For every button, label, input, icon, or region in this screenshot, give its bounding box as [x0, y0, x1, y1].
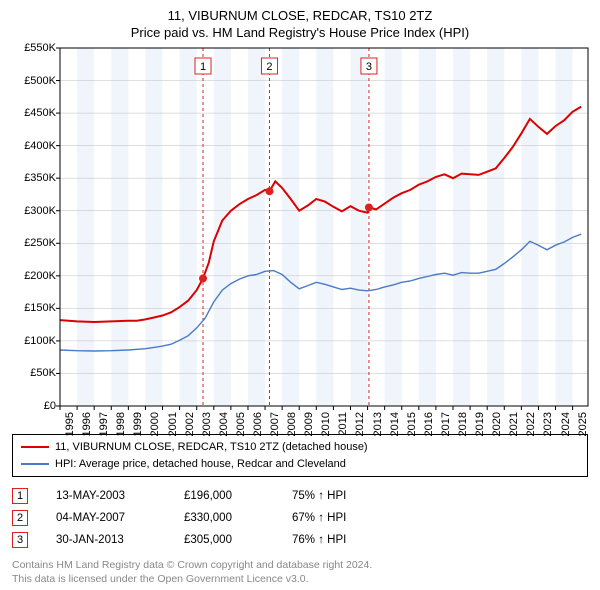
legend-swatch — [21, 446, 49, 448]
sale-pct: 76% ↑ HPI — [292, 534, 392, 546]
svg-text:1: 1 — [200, 61, 206, 73]
svg-text:2: 2 — [266, 61, 272, 73]
x-tick-label: 2019 — [474, 412, 490, 436]
legend: 11, VIBURNUM CLOSE, REDCAR, TS10 2TZ (de… — [12, 434, 588, 477]
x-tick-label: 2013 — [372, 412, 388, 436]
x-tick-label: 2016 — [423, 412, 439, 436]
sale-pct: 75% ↑ HPI — [292, 490, 392, 502]
legend-row: HPI: Average price, detached house, Redc… — [21, 456, 579, 473]
sale-row: 2 04-MAY-2007 £330,000 67% ↑ HPI — [12, 507, 588, 529]
y-tick-label: £50K — [12, 367, 56, 379]
x-tick-label: 1997 — [98, 412, 114, 436]
x-tick-label: 2002 — [184, 412, 200, 436]
x-tick-label: 2022 — [525, 412, 541, 436]
y-tick-label: £200K — [12, 270, 56, 282]
legend-label: HPI: Average price, detached house, Redc… — [55, 456, 346, 473]
x-tick-label: 2006 — [252, 412, 268, 436]
legend-row: 11, VIBURNUM CLOSE, REDCAR, TS10 2TZ (de… — [21, 439, 579, 456]
sale-marker: 1 — [12, 488, 28, 504]
y-tick-label: £250K — [12, 237, 56, 249]
legend-swatch — [21, 463, 49, 465]
sale-date: 13-MAY-2003 — [56, 490, 156, 502]
x-tick-label: 2012 — [354, 412, 370, 436]
y-tick-label: £100K — [12, 335, 56, 347]
sale-price: £330,000 — [184, 512, 264, 524]
x-tick-label: 2017 — [440, 412, 456, 436]
sale-marker: 3 — [12, 532, 28, 548]
x-tick-label: 2015 — [406, 412, 422, 436]
chart-area: £0 £50K £100K £150K £200K £250K £300K £350K £400… — [12, 48, 588, 428]
sale-pct: 67% ↑ HPI — [292, 512, 392, 524]
x-tick-label: 2025 — [577, 412, 593, 436]
footer-line2: This data is licensed under the Open Gov… — [12, 573, 588, 587]
x-tick-label: 2004 — [218, 412, 234, 436]
x-tick-label: 1998 — [115, 412, 131, 436]
sale-row: 1 13-MAY-2003 £196,000 75% ↑ HPI — [12, 485, 588, 507]
x-tick-label: 2014 — [389, 412, 405, 436]
x-tick-label: 2003 — [201, 412, 217, 436]
x-tick-label: 2001 — [167, 412, 183, 436]
x-tick-label: 2000 — [149, 412, 165, 436]
x-tick-label: 2008 — [286, 412, 302, 436]
x-tick-label: 2010 — [320, 412, 336, 436]
footer: Contains HM Land Registry data © Crown c… — [12, 559, 588, 586]
plot-svg: 1 2 3 — [60, 48, 588, 406]
footer-line1: Contains HM Land Registry data © Crown c… — [12, 559, 588, 573]
sale-price: £305,000 — [184, 534, 264, 546]
sale-price: £196,000 — [184, 490, 264, 502]
sale-marker: 2 — [12, 510, 28, 526]
x-tick-label: 1999 — [132, 412, 148, 436]
y-tick-label: £550K — [12, 42, 56, 54]
x-tick-label: 2020 — [491, 412, 507, 436]
x-tick-label: 2021 — [508, 412, 524, 436]
svg-text:3: 3 — [366, 61, 372, 73]
sale-date: 30-JAN-2013 — [56, 534, 156, 546]
x-tick-label: 2023 — [542, 412, 558, 436]
x-tick-label: 2005 — [235, 412, 251, 436]
x-tick-label: 2018 — [457, 412, 473, 436]
y-tick-label: £450K — [12, 107, 56, 119]
y-tick-label: £500K — [12, 75, 56, 87]
sales-table: 1 13-MAY-2003 £196,000 75% ↑ HPI 2 04-MA… — [12, 485, 588, 551]
title-line2: Price paid vs. HM Land Registry's House … — [12, 25, 588, 40]
y-tick-label: £400K — [12, 140, 56, 152]
x-tick-label: 2011 — [337, 412, 353, 436]
x-tick-label: 1996 — [81, 412, 97, 436]
y-tick-label: £300K — [12, 205, 56, 217]
legend-label: 11, VIBURNUM CLOSE, REDCAR, TS10 2TZ (de… — [55, 439, 368, 456]
chart-container: 11, VIBURNUM CLOSE, REDCAR, TS10 2TZ Pri… — [0, 0, 600, 590]
title-line1: 11, VIBURNUM CLOSE, REDCAR, TS10 2TZ — [12, 8, 588, 23]
x-tick-label: 2007 — [269, 412, 285, 436]
y-tick-label: £150K — [12, 302, 56, 314]
sale-date: 04-MAY-2007 — [56, 512, 156, 524]
title-block: 11, VIBURNUM CLOSE, REDCAR, TS10 2TZ Pri… — [12, 8, 588, 40]
plot-wrapper: 1 2 3 — [60, 48, 588, 406]
x-tick-label: 2009 — [303, 412, 319, 436]
y-tick-label: £350K — [12, 172, 56, 184]
x-tick-label: 1995 — [64, 412, 80, 436]
sale-row: 3 30-JAN-2013 £305,000 76% ↑ HPI — [12, 529, 588, 551]
x-tick-label: 2024 — [560, 412, 576, 436]
y-tick-label: £0 — [12, 400, 56, 412]
